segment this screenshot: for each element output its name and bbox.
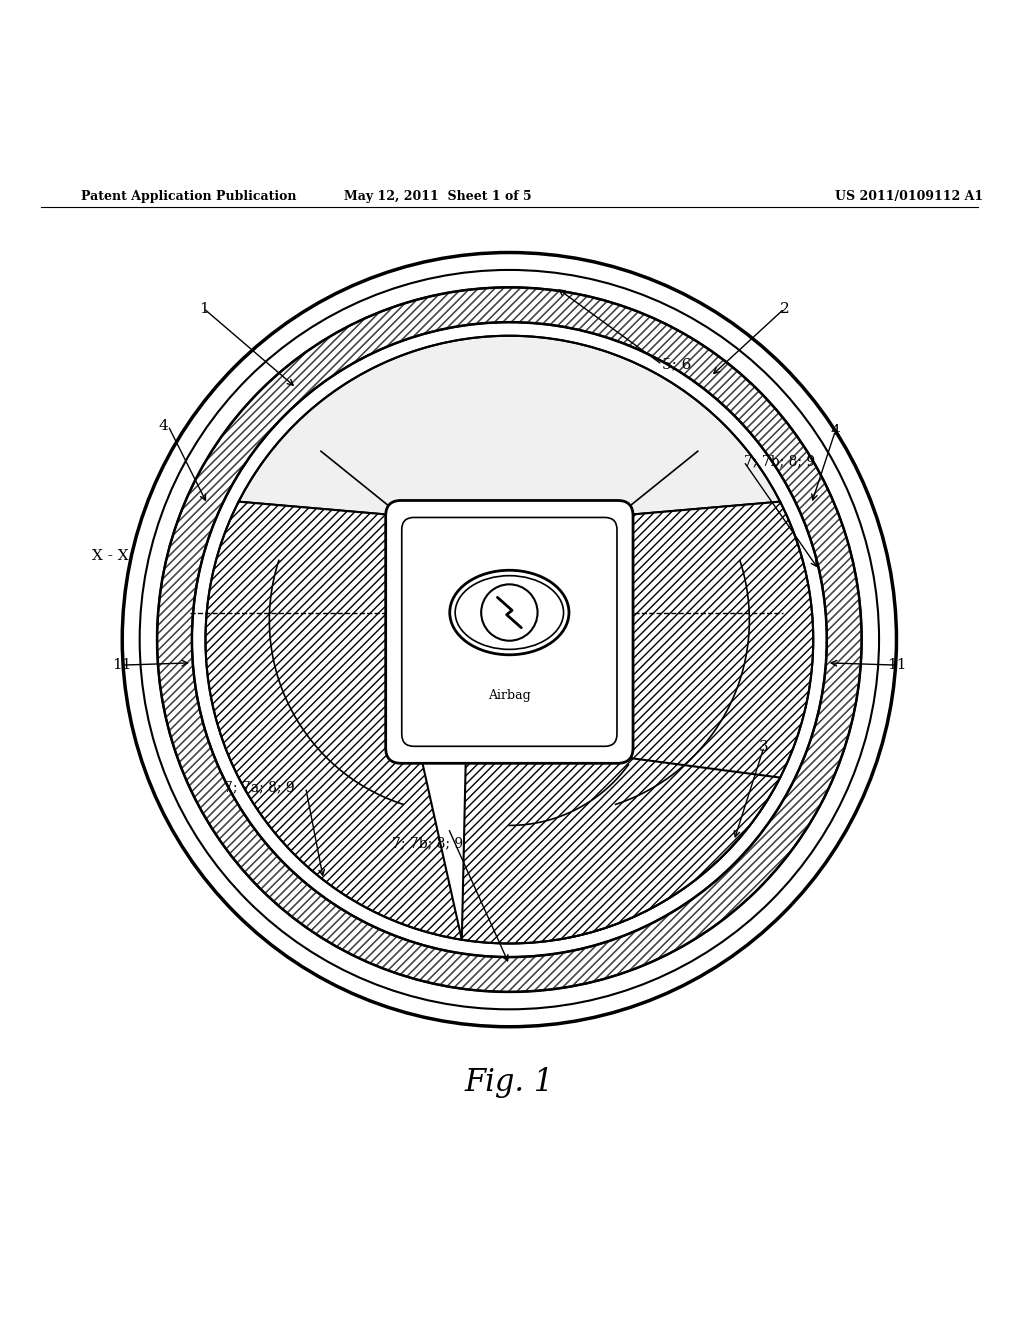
Text: 2: 2 <box>779 301 790 315</box>
Text: 5; 6: 5; 6 <box>663 358 691 371</box>
FancyBboxPatch shape <box>401 517 617 746</box>
Text: X - X: X - X <box>92 549 128 564</box>
Text: 3: 3 <box>759 739 769 754</box>
PathPatch shape <box>239 335 780 516</box>
Ellipse shape <box>455 576 563 649</box>
Ellipse shape <box>450 570 569 655</box>
PathPatch shape <box>557 502 813 940</box>
Text: 7; 7b; 8; 9: 7; 7b; 8; 9 <box>743 454 815 469</box>
Text: 7; 7a; 8; 9: 7; 7a; 8; 9 <box>224 780 295 795</box>
Text: 7; 7b; 8; 9: 7; 7b; 8; 9 <box>392 837 464 850</box>
Text: Airbag: Airbag <box>488 689 530 702</box>
Text: 1: 1 <box>199 301 209 315</box>
Circle shape <box>481 585 538 640</box>
Text: May 12, 2011  Sheet 1 of 5: May 12, 2011 Sheet 1 of 5 <box>344 190 531 203</box>
Text: US 2011/0109112 A1: US 2011/0109112 A1 <box>836 190 983 203</box>
PathPatch shape <box>206 502 462 940</box>
Text: 4: 4 <box>830 424 841 438</box>
PathPatch shape <box>157 288 861 991</box>
Text: Patent Application Publication: Patent Application Publication <box>82 190 297 203</box>
Text: 11: 11 <box>887 659 906 672</box>
Text: Fig. 1: Fig. 1 <box>465 1068 554 1098</box>
Text: 4: 4 <box>158 418 168 433</box>
FancyBboxPatch shape <box>386 500 633 763</box>
Text: 11: 11 <box>113 659 132 672</box>
PathPatch shape <box>462 748 780 944</box>
